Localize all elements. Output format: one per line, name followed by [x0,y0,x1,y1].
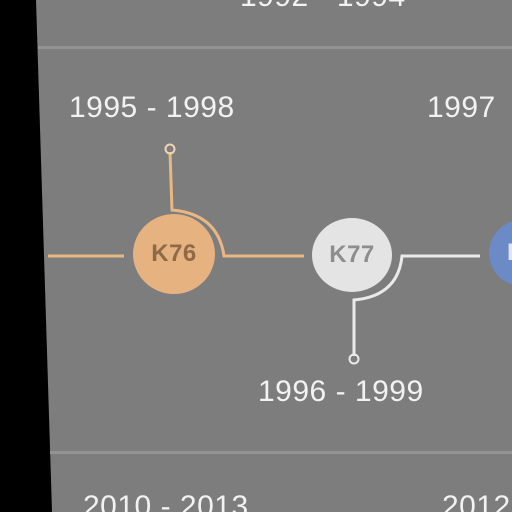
k76-branch-connector [168,151,304,258]
timeline-node-k76[interactable]: K76 [133,214,215,294]
year-label-partial-bottom-left: 2010 - 2013 [83,490,249,512]
timeline-node-next[interactable]: K [489,220,512,286]
node-label-next: K [507,239,512,267]
k77-branch-connector [352,254,480,356]
year-label-partial-top: 1992 - 1994 [240,0,406,12]
node-label-k76: K76 [151,240,197,267]
year-label-k77: 1996 - 1999 [258,375,424,408]
row-divider-bottom [50,451,512,454]
year-label-next: 1997 [427,91,496,124]
row-divider-top [38,46,512,49]
k77-branch-endpoint [348,353,360,365]
year-label-partial-bottom-right: 2012 [442,490,511,512]
timeline-node-k77[interactable]: K77 [312,218,392,292]
k76-branch-endpoint [164,143,176,155]
year-label-k76: 1995 - 1998 [69,91,235,124]
node-label-k77: K77 [329,241,375,268]
